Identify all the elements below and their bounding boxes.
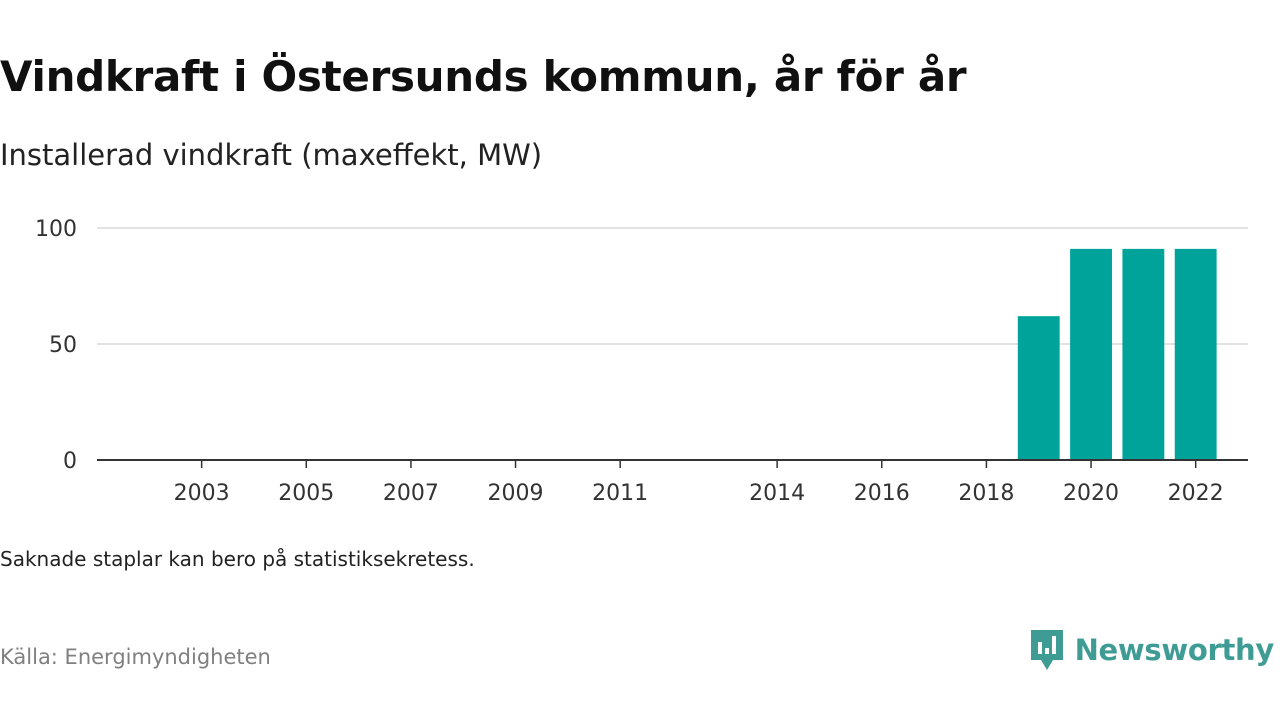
x-tick-label: 2014	[749, 481, 805, 506]
footnote: Saknade staplar kan bero på statistiksek…	[0, 547, 475, 571]
brand-logo[interactable]: Newsworthy	[1029, 626, 1274, 674]
chart-title: Vindkraft i Östersunds kommun, år för år	[0, 52, 967, 101]
y-tick-label: 50	[49, 333, 77, 358]
x-tick-label: 2011	[592, 481, 648, 506]
x-tick-label: 2018	[958, 481, 1014, 506]
newsworthy-logo-icon	[1030, 630, 1063, 670]
x-tick-label: 2020	[1063, 481, 1119, 506]
x-axis-ticks: 2003 2005 2007 2009 2011 2014 2016 2018 2020 2022	[174, 460, 1224, 506]
x-tick-label: 2007	[383, 481, 439, 506]
source-label: Källa: Energimyndigheten	[0, 645, 271, 669]
chart-subtitle: Installerad vindkraft (maxeffekt, MW)	[0, 138, 543, 172]
y-tick-label: 100	[35, 217, 77, 242]
bar-2019	[1017, 316, 1060, 460]
x-tick-label: 2022	[1168, 481, 1224, 506]
brand-name: Newsworthy	[1074, 633, 1275, 667]
y-axis-ticks: 0 50 100	[35, 217, 77, 474]
bar-2021	[1122, 248, 1165, 460]
bar-chart: 2003 2005 2007 2009 2011 2014 2016 2018 2020 2022…	[35, 217, 1248, 506]
bar-2020	[1070, 248, 1112, 460]
x-tick-label: 2016	[854, 481, 910, 506]
x-tick-label: 2009	[488, 481, 544, 506]
y-tick-label: 0	[63, 449, 77, 474]
x-tick-label: 2005	[278, 481, 334, 506]
bars	[1017, 248, 1217, 460]
x-tick-label: 2003	[174, 481, 230, 506]
bar-2022	[1174, 248, 1217, 460]
